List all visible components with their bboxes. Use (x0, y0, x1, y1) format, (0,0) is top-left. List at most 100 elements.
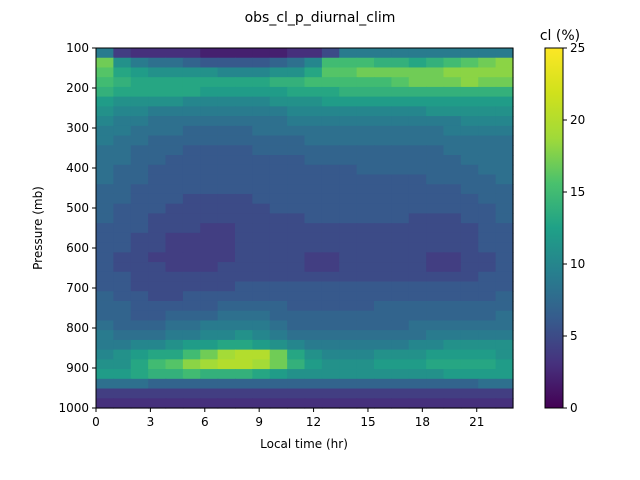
heatmap-cell (252, 203, 271, 215)
chart-title: obs_cl_p_diurnal_clim (245, 10, 396, 26)
x-tick-label: 18 (415, 415, 430, 429)
heatmap-cell (460, 232, 479, 244)
heatmap-cell (478, 232, 497, 244)
heatmap-cell (460, 291, 479, 302)
heatmap-cell (148, 125, 167, 137)
heatmap-cell (113, 96, 132, 107)
heatmap-cell (182, 262, 201, 273)
heatmap-cell (235, 57, 253, 69)
heatmap-cell (182, 310, 201, 322)
heatmap-cell (408, 106, 427, 117)
heatmap-cell (426, 48, 445, 59)
heatmap-cell (374, 281, 392, 292)
heatmap-cell (339, 291, 358, 302)
heatmap-cell (460, 96, 479, 107)
heatmap-cell (408, 213, 427, 224)
heatmap-cell (478, 67, 497, 78)
heatmap-cell (408, 174, 427, 185)
heatmap-cell (374, 203, 392, 215)
heatmap-cell (217, 116, 236, 127)
heatmap-cell (200, 252, 219, 263)
heatmap-cell (391, 242, 410, 253)
heatmap-cell (217, 86, 236, 98)
heatmap-cell (460, 203, 479, 215)
heatmap-cell (339, 339, 358, 351)
heatmap-cells (96, 48, 514, 409)
heatmap-cell (478, 193, 497, 205)
heatmap-cell (96, 320, 114, 331)
heatmap-cell (165, 67, 184, 78)
heatmap-cell (495, 320, 514, 331)
heatmap-cell (148, 86, 167, 98)
heatmap-cell (374, 135, 392, 146)
heatmap-cell (339, 398, 358, 409)
heatmap-cell (113, 398, 132, 409)
heatmap-cell (321, 388, 340, 399)
heatmap-cell (478, 223, 497, 234)
heatmap-cell (356, 291, 375, 302)
heatmap-cell (495, 106, 514, 117)
heatmap-cell (200, 369, 219, 380)
heatmap-cell (165, 48, 184, 59)
heatmap-cell (478, 291, 497, 302)
heatmap-cell (408, 86, 427, 98)
heatmap-cell (426, 174, 445, 185)
heatmap-cell (269, 271, 288, 283)
heatmap-cell (148, 242, 167, 253)
colorbar-tick-label: 20 (570, 113, 585, 127)
heatmap-cell (478, 86, 497, 98)
heatmap-cell (356, 135, 375, 146)
heatmap-cell (113, 262, 132, 273)
heatmap-cell (182, 232, 201, 244)
heatmap-cell (356, 184, 375, 195)
heatmap-cell (304, 262, 323, 273)
heatmap-cell (148, 398, 167, 409)
heatmap-cell (356, 155, 375, 166)
heatmap-cell (339, 86, 358, 98)
heatmap-cell (478, 48, 497, 59)
heatmap-cell (443, 310, 462, 322)
heatmap-cell (113, 310, 132, 322)
heatmap-cell (200, 378, 219, 390)
heatmap-cell (130, 184, 149, 195)
heatmap-cell (269, 48, 288, 59)
heatmap-cell (217, 164, 236, 176)
heatmap-cell (478, 339, 497, 351)
heatmap-cell (269, 232, 288, 244)
heatmap-cell (356, 67, 375, 78)
heatmap-cell (165, 291, 184, 302)
heatmap-cell (374, 330, 392, 341)
heatmap-cell (391, 77, 410, 88)
heatmap-cell (460, 155, 479, 166)
heatmap-cell (148, 320, 167, 331)
heatmap-cell (408, 271, 427, 283)
heatmap-cell (182, 359, 201, 370)
heatmap-cell (339, 116, 358, 127)
heatmap-cell (339, 135, 358, 146)
heatmap-cell (321, 378, 340, 390)
heatmap-cell (460, 349, 479, 360)
heatmap-cell (304, 96, 323, 107)
heatmap-cell (304, 203, 323, 215)
heatmap-cell (130, 203, 149, 215)
heatmap-cell (443, 96, 462, 107)
heatmap-cell (426, 57, 445, 69)
heatmap-cell (113, 223, 132, 234)
heatmap-cell (443, 135, 462, 146)
heatmap-cell (269, 330, 288, 341)
heatmap-cell (339, 262, 358, 273)
heatmap-cell (165, 203, 184, 215)
heatmap-cell (287, 242, 306, 253)
heatmap-cell (408, 349, 427, 360)
heatmap-cell (252, 213, 271, 224)
heatmap-cell (495, 203, 514, 215)
heatmap-cell (339, 57, 358, 69)
heatmap-cell (182, 300, 201, 312)
heatmap-cell (182, 174, 201, 185)
heatmap-cell (321, 232, 340, 244)
heatmap-cell (321, 174, 340, 185)
heatmap-cell (408, 281, 427, 292)
heatmap-cell (408, 378, 427, 390)
heatmap-cell (235, 242, 253, 253)
heatmap-cell (113, 281, 132, 292)
